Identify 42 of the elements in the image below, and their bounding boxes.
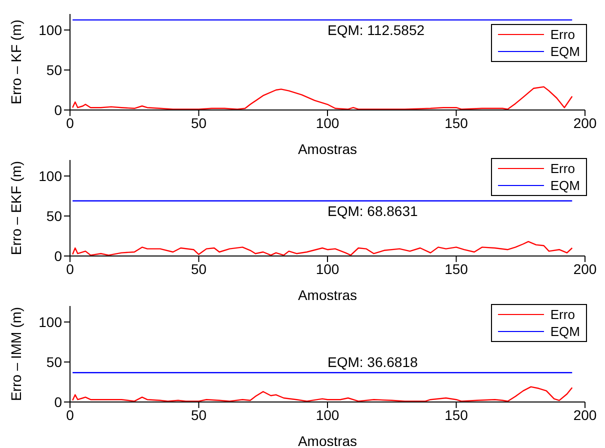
x-tick-label: 0 [66, 260, 74, 277]
legend-label: EQM [550, 44, 580, 59]
y-tick-label: 0 [54, 102, 62, 118]
x-tick-label: 200 [573, 260, 597, 277]
x-tick-label: 50 [190, 114, 207, 131]
y-tick-label: 100 [38, 168, 62, 184]
x-axis-title: Amostras [298, 287, 358, 303]
y-tick-label: 50 [46, 354, 62, 370]
x-tick-label: 100 [316, 406, 340, 423]
x-tick-label: 200 [573, 406, 597, 423]
y-axis-title: Erro – EKF (m) [8, 160, 24, 256]
x-tick-label: 150 [444, 114, 468, 131]
legend-label: Erro [550, 26, 575, 42]
x-axis-title: Amostras [298, 433, 358, 448]
x-tick-label: 200 [573, 114, 597, 131]
line-series [72, 241, 573, 256]
annotation: EQM: 112.5852 [328, 22, 425, 38]
y-tick-label: 100 [38, 314, 62, 330]
y-tick-label: 50 [46, 208, 62, 224]
x-tick-label: 50 [190, 406, 207, 423]
y-tick-label: 50 [46, 62, 62, 78]
legend-label: EQM [550, 178, 580, 193]
legend-label: Erro [550, 307, 575, 322]
y-axis-title: Erro – IMM (m) [8, 306, 24, 402]
legend-label: Erro [550, 161, 575, 176]
x-tick-label: 0 [66, 406, 74, 423]
x-tick-label: 150 [444, 260, 468, 277]
x-tick-label: 0 [66, 114, 74, 131]
y-axis-title: Erro – KF (m) [8, 20, 24, 104]
annotation: EQM: 36.6818 [328, 354, 418, 370]
x-tick-label: 100 [316, 260, 340, 277]
y-tick-label: 100 [38, 22, 62, 38]
x-tick-label: 50 [190, 260, 207, 277]
line-series [72, 86, 573, 110]
annotation: EQM: 68.8631 [328, 202, 418, 219]
line-series [72, 386, 573, 402]
x-tick-label: 150 [444, 406, 468, 423]
x-axis-title: Amostras [298, 141, 358, 157]
y-tick-label: 0 [54, 394, 62, 410]
y-tick-label: 0 [54, 248, 62, 264]
legend-label: EQM [550, 324, 580, 339]
x-tick-label: 100 [316, 114, 340, 131]
